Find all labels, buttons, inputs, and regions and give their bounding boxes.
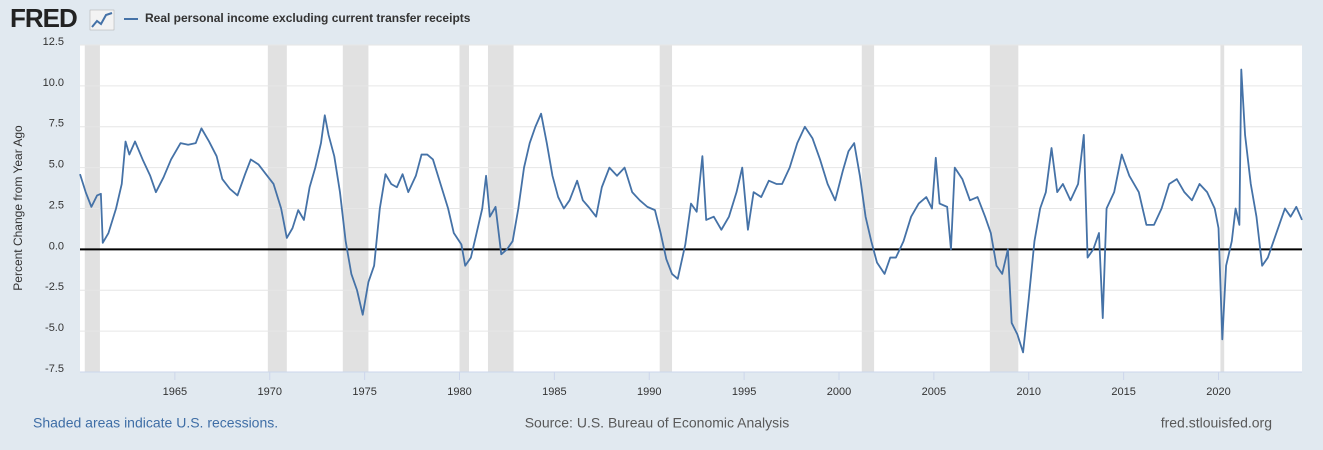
y-tick-label: 0.0 [49, 240, 64, 252]
legend-label: Real personal income excluding current t… [145, 11, 471, 25]
x-tick-label: 1995 [732, 386, 756, 398]
logo: FRED [10, 3, 77, 33]
x-tick-label: 2015 [1111, 386, 1135, 398]
y-tick-label: 12.5 [43, 36, 64, 48]
x-tick-label: 2000 [827, 386, 851, 398]
y-axis-label: Percent Change from Year Ago [11, 125, 25, 291]
x-tick-label: 1985 [542, 386, 566, 398]
y-tick-label: 5.0 [49, 159, 64, 171]
y-tick-label: 7.5 [49, 118, 64, 130]
x-tick-label: 2020 [1206, 386, 1230, 398]
y-tick-label: -5.0 [45, 322, 64, 334]
y-tick-label: -2.5 [45, 281, 64, 293]
y-tick-label: 10.0 [43, 77, 64, 89]
x-tick-label: 2005 [922, 386, 946, 398]
x-tick-label: 2010 [1017, 386, 1041, 398]
recession-note: Shaded areas indicate U.S. recessions. [33, 415, 278, 431]
x-tick-label: 1990 [637, 386, 661, 398]
x-tick-label: 1980 [447, 386, 471, 398]
x-tick-label: 1975 [352, 386, 376, 398]
y-tick-label: 2.5 [49, 199, 64, 211]
site: fred.stlouisfed.org [1161, 415, 1272, 431]
y-tick-label: -7.5 [45, 363, 64, 375]
source: Source: U.S. Bureau of Economic Analysis [525, 415, 790, 431]
x-tick-label: 1965 [163, 386, 187, 398]
logo-icon [89, 9, 115, 31]
series-line [79, 68, 1303, 354]
x-tick-label: 1970 [258, 386, 282, 398]
